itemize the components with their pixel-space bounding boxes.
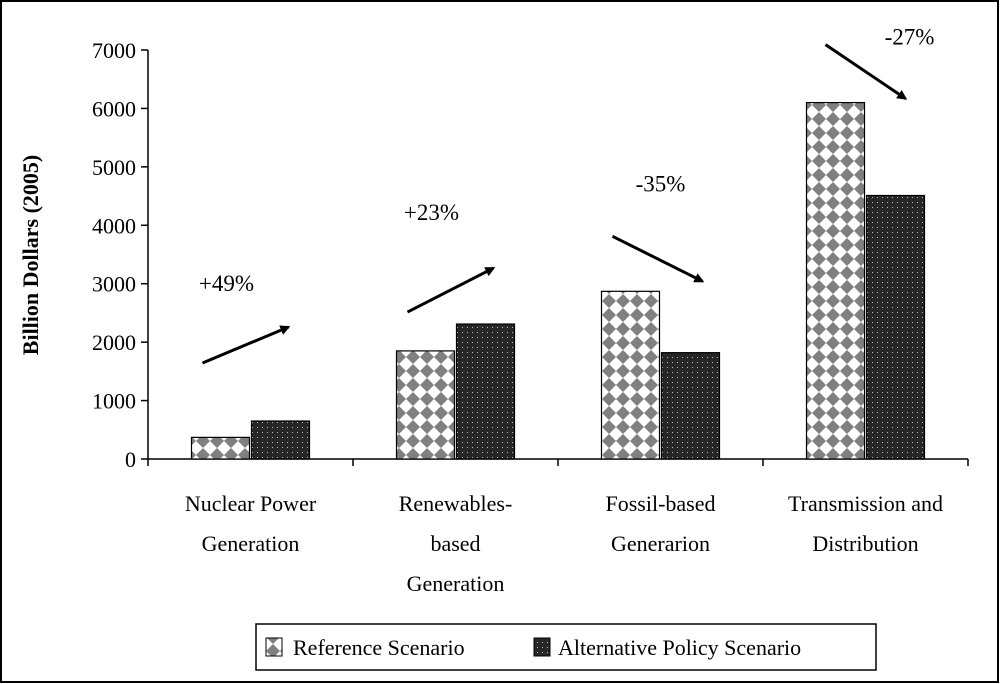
y-tick-label: 2000 bbox=[92, 330, 136, 355]
bar-reference bbox=[805, 101, 866, 460]
bars-group bbox=[190, 101, 926, 460]
bar-alternative bbox=[660, 352, 721, 460]
change-percent-label: -35% bbox=[636, 171, 686, 196]
annotations-group: +49% +23% -35% -27% bbox=[199, 25, 935, 365]
y-axis: 0 1000 2000 3000 4000 5000 6000 7000 bbox=[92, 38, 149, 472]
change-percent-label: +23% bbox=[404, 200, 459, 225]
x-axis: Nuclear Power Generation Renewables-based G… bbox=[147, 458, 969, 596]
x-category-label: Fossil-based Generarion bbox=[606, 491, 716, 556]
change-percent-label: +49% bbox=[199, 271, 254, 296]
legend: Reference Scenario Alternative Policy Sc… bbox=[255, 623, 877, 671]
y-tick-label: 0 bbox=[125, 447, 136, 472]
x-category-label: Renewables-based Generation bbox=[399, 491, 513, 596]
change-percent-label: -27% bbox=[885, 25, 935, 50]
bar-alternative bbox=[865, 194, 926, 460]
change-arrow-up bbox=[201, 325, 291, 365]
x-category-label: Transmission and Distribution bbox=[788, 491, 943, 556]
change-arrow-down bbox=[824, 43, 908, 100]
legend-swatch-reference bbox=[265, 637, 283, 657]
legend-label-alternative: Alternative Policy Scenario bbox=[558, 635, 801, 660]
bar-reference bbox=[395, 350, 456, 460]
y-tick-label: 6000 bbox=[92, 96, 136, 121]
y-tick-label: 4000 bbox=[92, 213, 136, 238]
bar-reference bbox=[600, 290, 661, 460]
y-axis-label: Billion Dollars (2005) bbox=[18, 155, 43, 355]
change-arrow-up bbox=[406, 266, 496, 314]
legend-box bbox=[255, 623, 877, 671]
bar-alternative bbox=[250, 420, 311, 460]
y-tick-label: 7000 bbox=[92, 38, 136, 63]
bar-reference bbox=[190, 436, 251, 460]
change-arrow-down bbox=[611, 234, 705, 283]
legend-swatch-alternative bbox=[533, 637, 551, 657]
x-category-label: Nuclear Power Generation bbox=[185, 491, 317, 556]
y-tick-label: 1000 bbox=[92, 389, 136, 414]
y-tick-label: 5000 bbox=[92, 155, 136, 180]
y-tick-label: 3000 bbox=[92, 272, 136, 297]
bar-alternative bbox=[455, 323, 516, 460]
legend-label-reference: Reference Scenario bbox=[293, 635, 465, 660]
